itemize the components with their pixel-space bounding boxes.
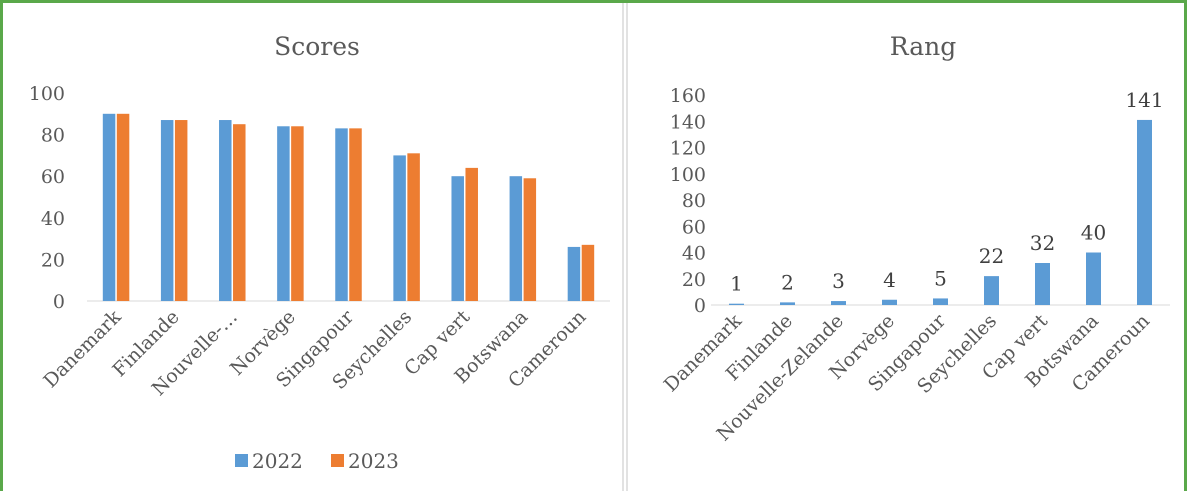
bar-rang-5 xyxy=(984,276,999,305)
legend-label-2022: 2022 xyxy=(252,449,303,473)
scores-title: Scores xyxy=(274,32,360,61)
rang-data-label: 40 xyxy=(1081,221,1106,245)
bar-scores-2022-6 xyxy=(451,176,464,301)
bar-scores-2023-8 xyxy=(581,244,595,301)
rang-y-tick-label: 60 xyxy=(682,216,706,238)
rang-y-tick-label: 0 xyxy=(694,295,706,317)
bar-scores-2023-6 xyxy=(465,167,478,301)
rang-y-tick-label: 40 xyxy=(682,243,706,265)
legend-label-2023: 2023 xyxy=(348,449,399,473)
scores-y-tick-label: 40 xyxy=(41,208,65,230)
rang-y-tick-label: 160 xyxy=(670,85,706,107)
bar-rang-3 xyxy=(882,299,897,305)
rang-data-label: 4 xyxy=(883,268,896,292)
rang-y-tick-label: 140 xyxy=(670,111,706,133)
legend-swatch-2023 xyxy=(331,454,344,467)
scores-y-tick-label: 20 xyxy=(41,249,65,271)
scores-category-label: Danemark xyxy=(39,306,126,393)
bar-scores-2022-3 xyxy=(277,126,290,301)
bar-scores-2023-7 xyxy=(523,178,537,301)
bar-rang-0 xyxy=(729,303,744,305)
bar-scores-2022-5 xyxy=(393,155,406,301)
bar-scores-2023-4 xyxy=(349,128,362,301)
rang-data-label: 141 xyxy=(1125,88,1163,112)
bar-rang-8 xyxy=(1137,119,1152,305)
scores-y-tick-label: 80 xyxy=(41,125,65,147)
rang-data-label: 2 xyxy=(781,270,794,294)
scores-y-tick-label: 0 xyxy=(53,291,65,313)
bar-scores-2023-5 xyxy=(407,153,420,301)
rang-data-label: 3 xyxy=(832,269,845,293)
rang-y-tick-label: 80 xyxy=(682,190,706,212)
bar-rang-7 xyxy=(1086,252,1101,305)
rang-title: Rang xyxy=(890,32,956,61)
rang-chart: Rang 0 20 40 60 80 100 120 140 160 1 2 3 4 5 22 32 40 14… xyxy=(660,32,1170,445)
rang-data-label: 5 xyxy=(934,266,947,290)
scores-legend: 2022 2023 xyxy=(235,449,399,473)
legend-swatch-2022 xyxy=(235,454,248,467)
rang-y-tick-label: 120 xyxy=(670,138,706,160)
rang-data-label: 1 xyxy=(730,272,743,296)
bar-scores-2023-0 xyxy=(116,113,130,301)
bar-scores-2022-0 xyxy=(102,113,116,301)
bar-rang-2 xyxy=(831,301,846,305)
scores-y-tick-label: 100 xyxy=(29,83,65,105)
rang-category-label: Danemark xyxy=(660,310,747,397)
rang-data-label: 32 xyxy=(1030,231,1055,255)
bar-scores-2023-1 xyxy=(174,120,188,301)
rang-y-tick-label: 100 xyxy=(670,164,706,186)
bar-rang-6 xyxy=(1035,263,1050,305)
bar-scores-2023-3 xyxy=(291,126,304,301)
rang-data-label: 22 xyxy=(979,244,1004,268)
bar-scores-2022-8 xyxy=(567,246,581,301)
scores-y-tick-label: 60 xyxy=(41,166,65,188)
rang-y-tick-label: 20 xyxy=(682,269,706,291)
bar-scores-2022-7 xyxy=(509,176,523,301)
bar-rang-1 xyxy=(780,302,795,305)
bar-scores-2023-2 xyxy=(233,124,246,301)
bar-scores-2022-2 xyxy=(219,120,232,301)
bar-rang-4 xyxy=(933,298,948,305)
bar-scores-2022-1 xyxy=(160,120,174,301)
bar-scores-2022-4 xyxy=(335,128,348,301)
